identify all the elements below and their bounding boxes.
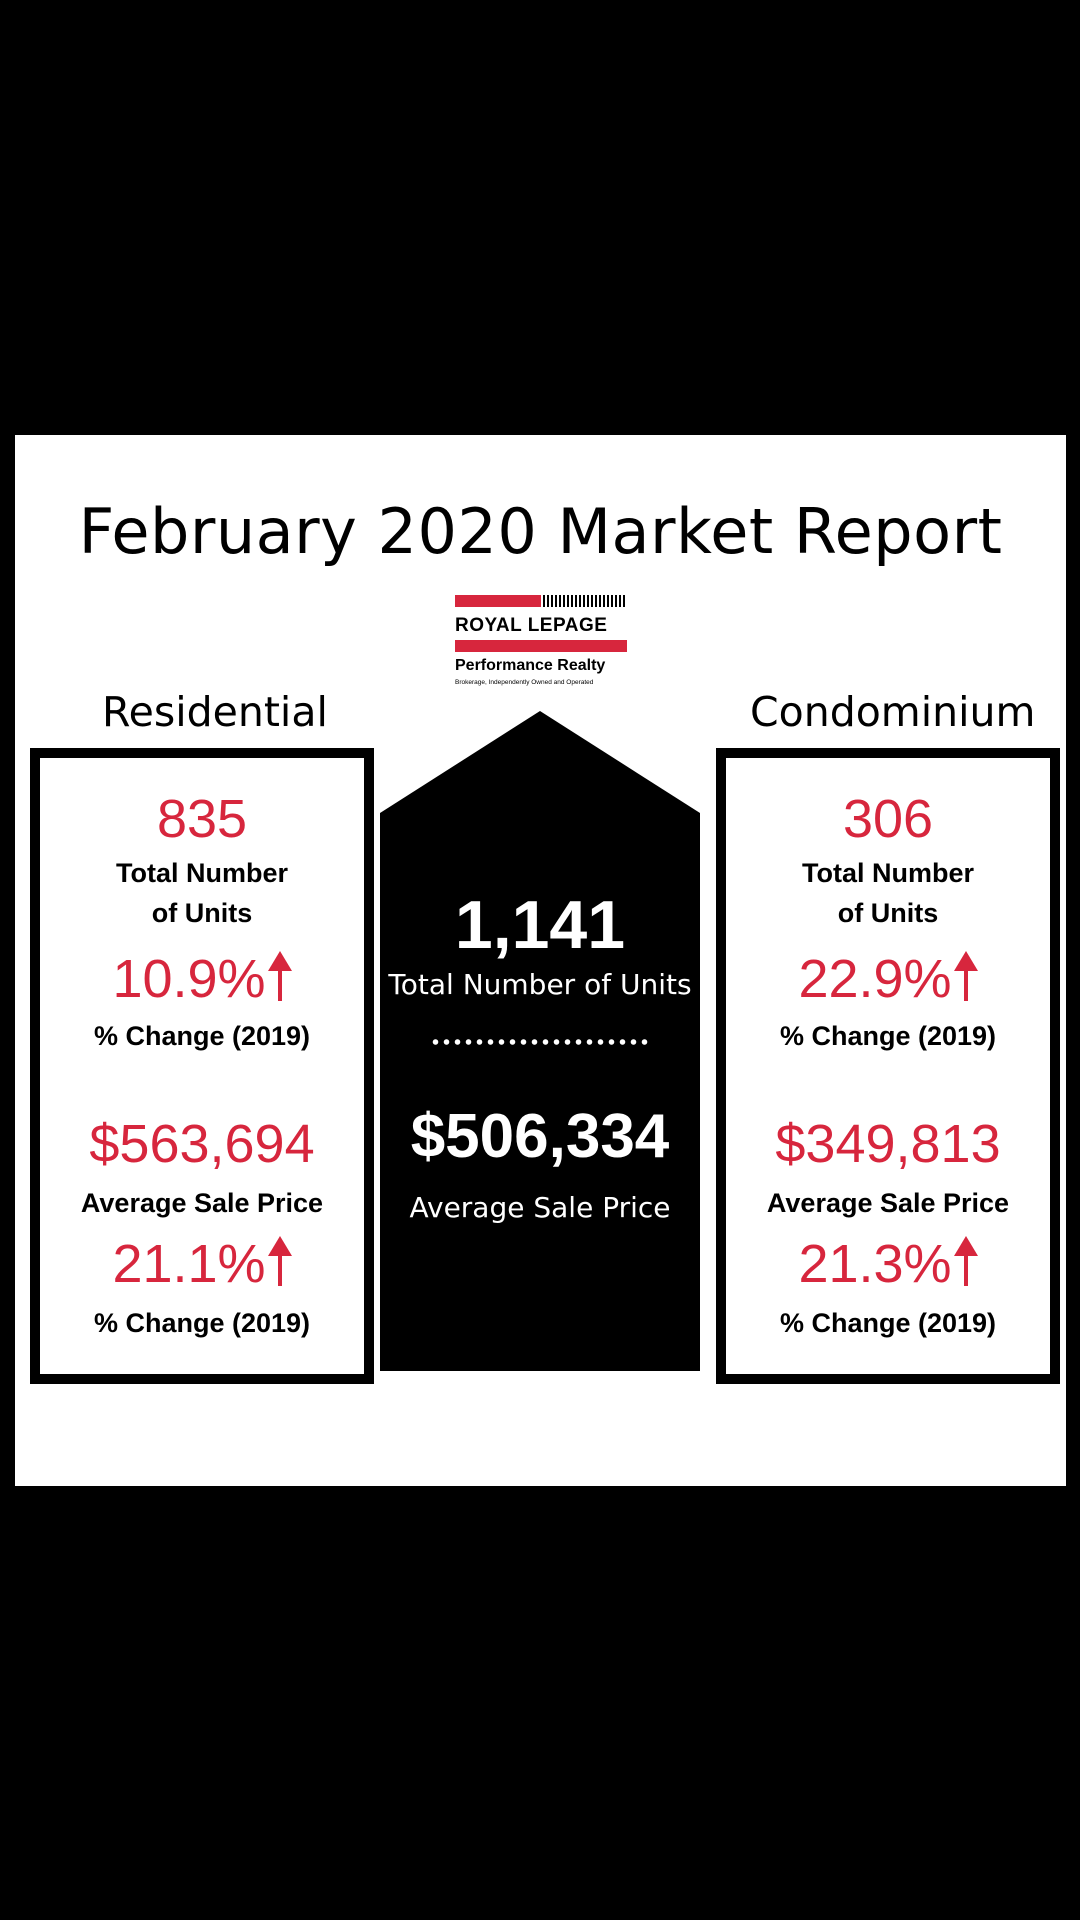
residential-units-value: 835	[156, 789, 248, 849]
residential-heading: Residential	[102, 688, 328, 736]
logo-tagline: Brokerage, Independently Owned and Opera…	[455, 679, 594, 686]
condominium-units-label-line2: of Units	[837, 898, 939, 928]
residential-price-label: Average Sale Price	[80, 1188, 324, 1218]
condominium-price-label: Average Sale Price	[766, 1188, 1010, 1218]
total-price-label: Average Sale Price	[409, 1191, 671, 1224]
residential-panel: 835 Total Number of Units 10.9% % Change…	[30, 748, 374, 1384]
residential-units-label-line1: Total Number	[115, 858, 288, 888]
condominium-units-label-line1: Total Number	[801, 858, 974, 888]
total-units-label: Total Number of Units	[388, 968, 692, 1001]
total-units-value: 1,141	[454, 887, 626, 963]
residential-price-change-value: 21.1%	[112, 1234, 266, 1294]
total-price-value: $506,334	[410, 1102, 670, 1171]
condominium-price-change-value: 21.3%	[798, 1234, 952, 1294]
total-house-shape: 1,141 Total Number of Units $506,334 Ave…	[380, 711, 700, 1371]
market-report-card: February 2020 Market Report ROYAL LEPAGE…	[15, 435, 1066, 1486]
arrow-up-icon	[267, 1236, 292, 1286]
condominium-units-change-value: 22.9%	[798, 949, 952, 1009]
condominium-heading: Condominium	[750, 688, 1036, 736]
condominium-price-change-label: % Change (2019)	[779, 1308, 997, 1338]
condominium-units-value: 306	[842, 789, 934, 849]
logo-red-bar	[455, 595, 541, 607]
condominium-units-change: 22.9%	[726, 948, 1050, 1010]
dotted-divider	[430, 1039, 650, 1045]
residential-units-change-label: % Change (2019)	[93, 1021, 311, 1051]
logo-brand: ROYAL LEPAGE	[455, 615, 608, 636]
residential-price-value: $563,694	[89, 1114, 315, 1174]
residential-units-change: 10.9%	[40, 948, 364, 1010]
condominium-units-change-label: % Change (2019)	[779, 1021, 997, 1051]
arrow-up-icon	[953, 1236, 978, 1286]
condominium-price-value: $349,813	[775, 1114, 1001, 1174]
arrow-up-icon	[267, 951, 292, 1001]
arrow-up-icon	[953, 951, 978, 1001]
page-title: February 2020 Market Report	[78, 495, 1003, 568]
logo-red-bar	[455, 640, 627, 652]
residential-units-label-line2: of Units	[151, 898, 253, 928]
residential-price-change-label: % Change (2019)	[93, 1308, 311, 1338]
logo-barcode-stripes	[543, 595, 627, 607]
logo-office: Performance Realty	[455, 657, 606, 674]
residential-price-change: 21.1%	[40, 1233, 364, 1295]
condominium-panel: 306 Total Number of Units 22.9% % Change…	[716, 748, 1060, 1384]
condominium-price-change: 21.3%	[726, 1233, 1050, 1295]
residential-units-change-value: 10.9%	[112, 949, 266, 1009]
royal-lepage-logo: ROYAL LEPAGE Performance Realty Brokerag…	[455, 595, 627, 695]
